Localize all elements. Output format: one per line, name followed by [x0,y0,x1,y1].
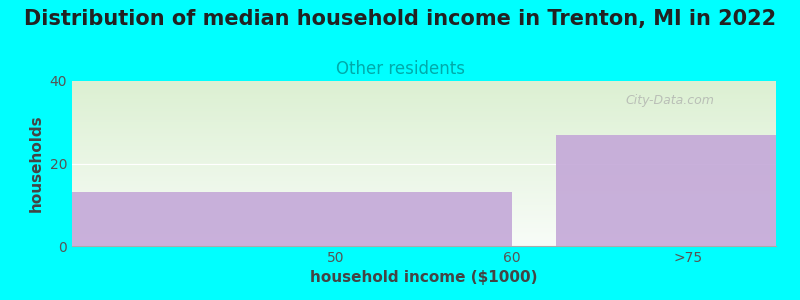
Text: Distribution of median household income in Trenton, MI in 2022: Distribution of median household income … [24,9,776,29]
Y-axis label: households: households [29,115,44,212]
Text: Other residents: Other residents [335,60,465,78]
Text: City-Data.com: City-Data.com [626,94,715,107]
Bar [556,135,776,246]
X-axis label: household income ($1000): household income ($1000) [310,270,538,285]
Bar [72,192,512,246]
